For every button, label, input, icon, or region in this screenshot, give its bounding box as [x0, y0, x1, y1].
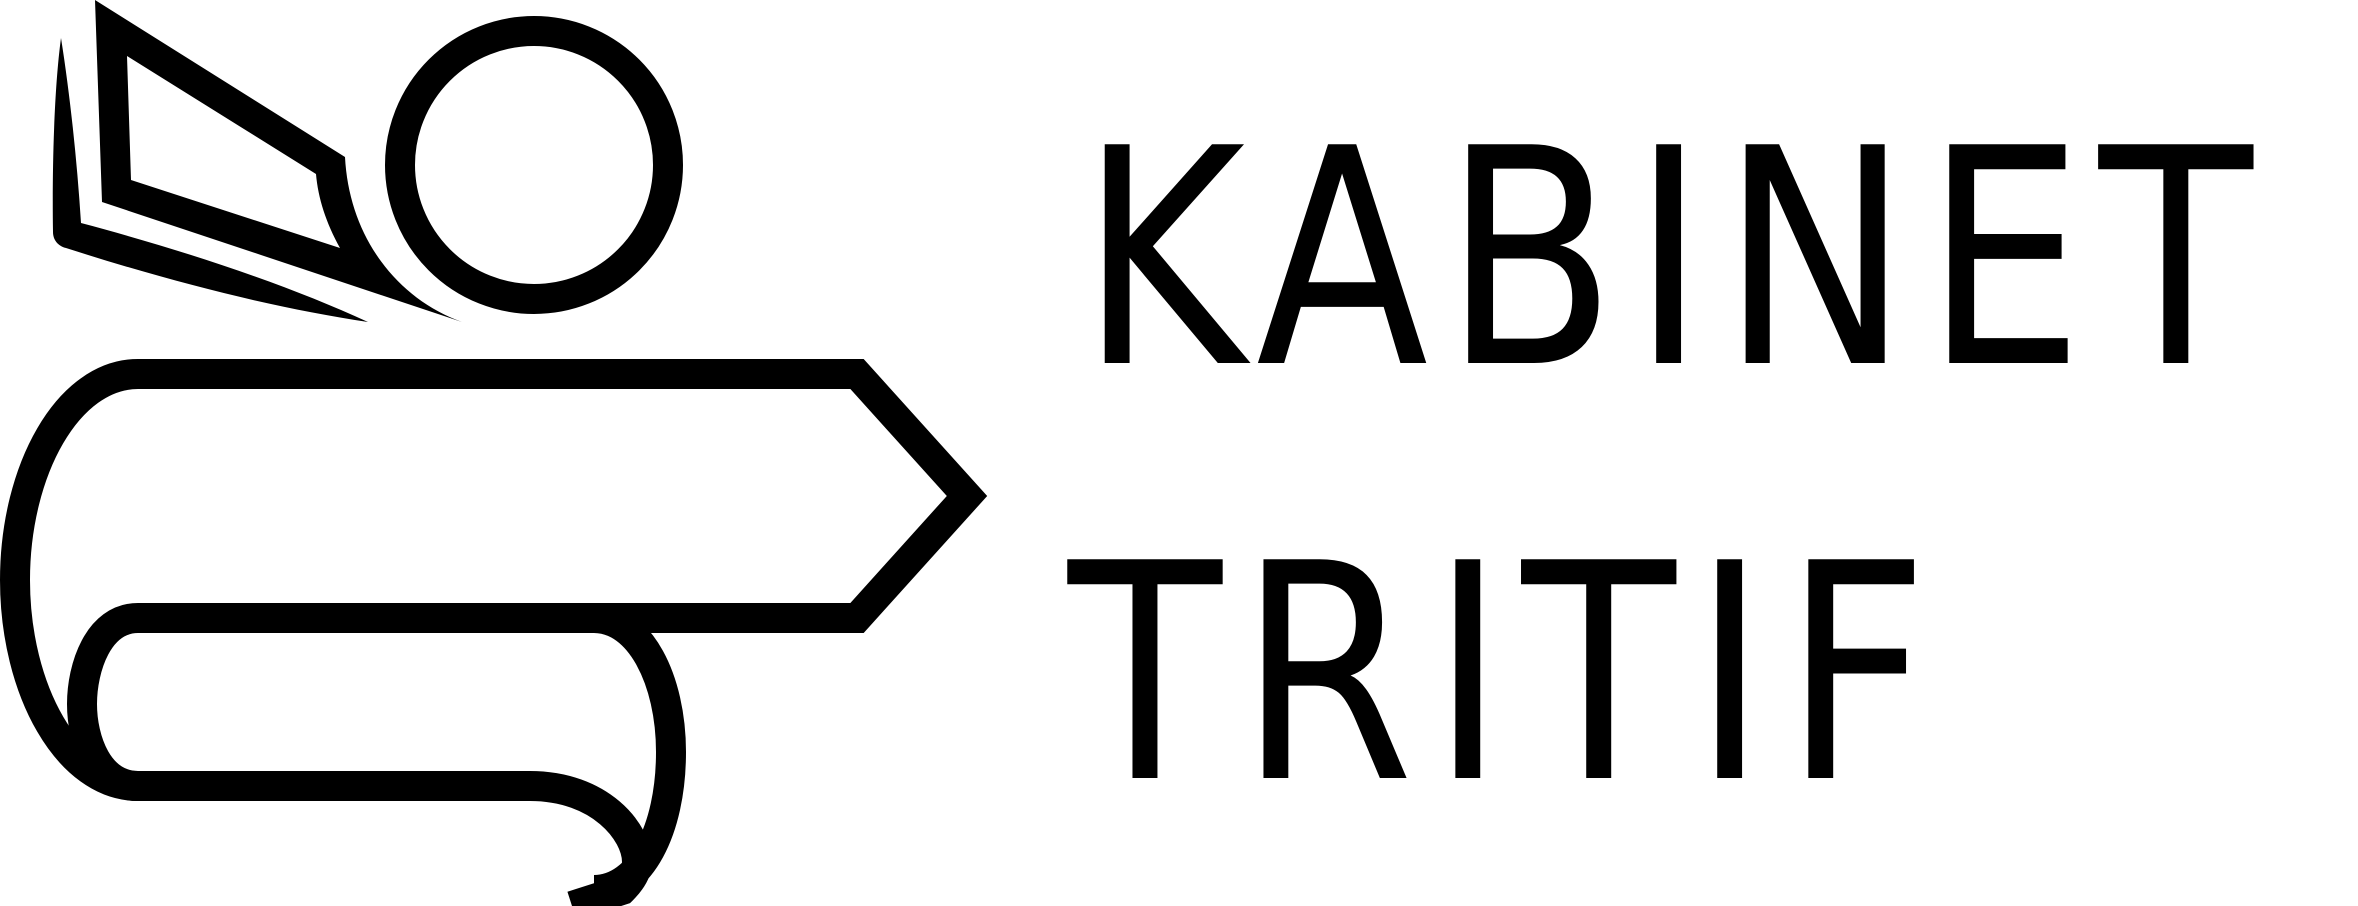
- brand-name-line-1: KABINET: [1080, 85, 2268, 434]
- scroll-banner-shape: [0, 359, 988, 906]
- circle-shape: [385, 16, 683, 314]
- paper-plane-shape: [52, 0, 462, 322]
- scroll-banner-with-circle-and-paper-plane-icon: [0, 0, 988, 906]
- brand-name-line-2: TRITIF: [1068, 500, 1946, 849]
